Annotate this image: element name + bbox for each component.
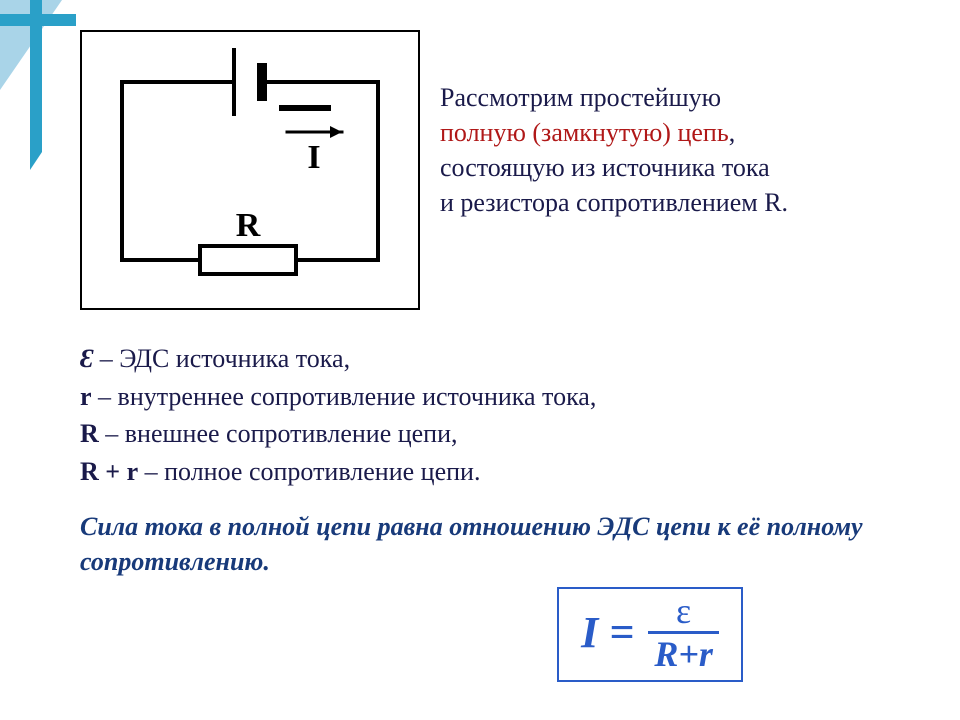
definitions-block: Ɛ – ЭДС источника тока, r – внутреннее с… <box>80 340 940 491</box>
intro-emph: полную (замкнутую) цепь <box>440 118 729 147</box>
intro-line4: и резистора сопротивлением R. <box>440 185 788 220</box>
circuit-svg: I R <box>82 32 418 308</box>
formula-denominator: R+r <box>648 631 719 672</box>
formula-numerator: ɛ <box>668 593 699 631</box>
formula-container: I = ɛ R+r <box>80 587 940 682</box>
top-row: I R Рассмотрим простейшую полную (замкну… <box>80 30 940 310</box>
ohm-law-formula: I = ɛ R+r <box>557 587 743 682</box>
circuit-diagram: I R <box>80 30 420 310</box>
formula-lhs: I = <box>581 607 634 658</box>
slide-content: I R Рассмотрим простейшую полную (замкну… <box>80 30 940 682</box>
label-current: I <box>307 139 320 176</box>
def-internal-r: r – внутреннее сопротивление источника т… <box>80 378 940 416</box>
def-emf: Ɛ – ЭДС источника тока, <box>80 340 940 378</box>
law-statement: Сила тока в полной цепи равна отношению … <box>80 509 940 579</box>
intro-line2: полную (замкнутую) цепь, <box>440 115 788 150</box>
label-resistor: R <box>236 207 261 244</box>
formula-fraction: ɛ R+r <box>648 593 719 672</box>
intro-line1: Рассмотрим простейшую <box>440 80 788 115</box>
intro-text: Рассмотрим простейшую полную (замкнутую)… <box>440 30 788 220</box>
def-external-R: R – внешнее сопротивление цепи, <box>80 415 940 453</box>
def-total: R + r – полное сопротивление цепи. <box>80 453 940 491</box>
intro-line3: состоящую из источника тока <box>440 150 788 185</box>
